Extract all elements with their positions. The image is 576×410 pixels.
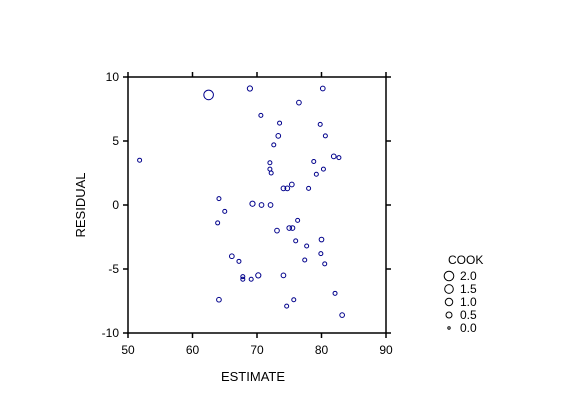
- data-point: [236, 258, 242, 264]
- data-point: [203, 89, 214, 101]
- y-axis-title: RESIDUAL: [73, 172, 88, 237]
- data-point: [319, 85, 326, 92]
- legend-title: COOK: [448, 253, 483, 267]
- x-tick-label: 70: [250, 343, 264, 357]
- data-point: [284, 185, 291, 192]
- data-point: [317, 121, 323, 127]
- data-point: [274, 227, 280, 234]
- data-point: [339, 312, 345, 318]
- data-point: [291, 297, 297, 303]
- legend-marker: [445, 311, 453, 319]
- x-axis-title: ESTIMATE: [221, 369, 285, 384]
- data-point: [277, 120, 283, 126]
- data-point: [240, 274, 246, 280]
- data-point: [320, 166, 326, 172]
- y-tick-label: -10: [102, 326, 120, 340]
- data-point: [137, 157, 143, 163]
- data-point: [222, 208, 228, 214]
- data-point: [280, 272, 287, 279]
- legend-label: 0.0: [460, 321, 477, 335]
- data-point: [229, 253, 235, 260]
- cook-legend: COOK 2.01.51.00.50.0: [443, 253, 483, 335]
- data-point: [215, 220, 221, 226]
- data-point: [216, 196, 222, 202]
- y-tick-label: 5: [112, 134, 119, 148]
- data-point: [332, 290, 338, 296]
- data-point: [296, 99, 302, 106]
- data-point: [248, 276, 254, 282]
- data-point: [267, 160, 273, 166]
- y-tick-label: -5: [108, 262, 119, 276]
- x-tick-label: 60: [186, 343, 200, 357]
- data-point: [311, 158, 317, 164]
- data-point: [318, 236, 325, 243]
- legend-marker: [444, 297, 454, 307]
- legend-marker: [443, 270, 455, 282]
- data-point: [249, 200, 256, 207]
- legend-label: 0.5: [460, 308, 477, 322]
- data-point: [293, 238, 299, 244]
- data-point: [267, 202, 274, 208]
- data-point: [258, 202, 265, 208]
- data-point: [246, 85, 253, 92]
- x-tick-label: 90: [379, 343, 393, 357]
- data-point: [295, 217, 301, 223]
- data-point: [275, 133, 282, 139]
- legend-label: 2.0: [460, 269, 477, 283]
- data-point: [313, 171, 319, 177]
- data-points: [137, 85, 345, 318]
- data-point: [330, 153, 337, 160]
- data-point: [302, 257, 308, 263]
- data-point: [284, 303, 290, 309]
- y-tick-label: 0: [112, 198, 119, 212]
- data-point: [258, 112, 264, 118]
- data-point: [306, 185, 312, 191]
- legend-label: 1.0: [460, 295, 477, 309]
- plot-frame: [127, 76, 387, 334]
- data-point: [304, 243, 310, 249]
- legend-label: 1.5: [460, 282, 477, 296]
- data-point: [216, 296, 222, 303]
- y-axis: 10 5 0 -5 -10: [102, 70, 391, 340]
- data-point: [336, 155, 342, 161]
- data-point: [268, 170, 274, 176]
- y-tick-label: 10: [106, 70, 120, 84]
- legend-marker: [444, 284, 454, 294]
- data-point: [280, 185, 287, 192]
- data-point: [288, 181, 295, 188]
- x-axis: 50 60 70 80 90: [121, 72, 393, 357]
- x-tick-label: 80: [315, 343, 329, 357]
- x-tick-label: 50: [121, 343, 135, 357]
- data-point: [322, 133, 328, 139]
- data-point: [286, 225, 293, 231]
- data-point: [318, 251, 324, 257]
- data-point: [240, 276, 246, 282]
- data-point: [322, 261, 328, 267]
- data-point: [271, 142, 277, 148]
- legend-marker: [447, 326, 451, 330]
- data-point: [289, 225, 296, 231]
- data-point: [255, 272, 262, 279]
